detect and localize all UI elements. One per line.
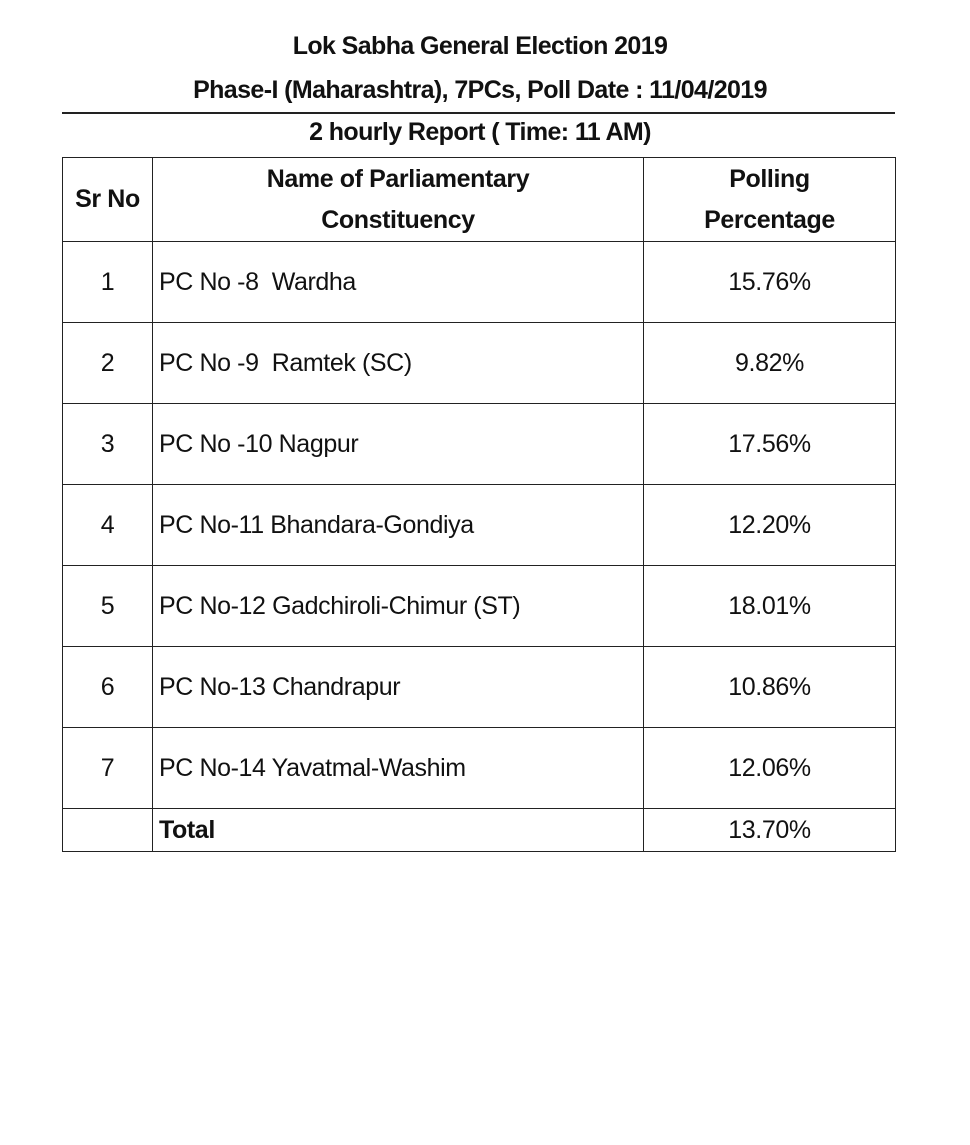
- title-divider: [62, 112, 895, 114]
- total-row: Total 13.70%: [62, 808, 896, 852]
- polling-percentage: 10.86%: [643, 646, 896, 728]
- table-row: 4 PC No-11 Bhandara-Gondiya 12.20%: [62, 484, 896, 566]
- sr-no: 3: [62, 403, 153, 485]
- table-row: 3 PC No -10 Nagpur 17.56%: [62, 403, 896, 485]
- polling-percentage: 9.82%: [643, 322, 896, 404]
- constituency-name: PC No -9 Ramtek (SC): [152, 322, 644, 404]
- total-percentage: 13.70%: [643, 808, 896, 852]
- table-row: 2 PC No -9 Ramtek (SC) 9.82%: [62, 322, 896, 404]
- total-sr-empty: [62, 808, 153, 852]
- sr-no: 7: [62, 727, 153, 809]
- table-row: 5 PC No-12 Gadchiroli-Chimur (ST) 18.01%: [62, 565, 896, 647]
- constituency-name: PC No-14 Yavatmal-Washim: [152, 727, 644, 809]
- constituency-name: PC No -10 Nagpur: [152, 403, 644, 485]
- sr-no: 2: [62, 322, 153, 404]
- constituency-name: PC No-13 Chandrapur: [152, 646, 644, 728]
- table-row: 6 PC No-13 Chandrapur 10.86%: [62, 646, 896, 728]
- sr-no: 6: [62, 646, 153, 728]
- header-polling-percentage: Polling Percentage: [643, 157, 896, 242]
- polling-percentage: 18.01%: [643, 565, 896, 647]
- sr-no: 4: [62, 484, 153, 566]
- table-header-row: Sr No Name of Parliamentary Constituency …: [62, 157, 896, 242]
- document-subtitle: Phase-I (Maharashtra), 7PCs, Poll Date :…: [193, 76, 767, 104]
- polling-percentage: 17.56%: [643, 403, 896, 485]
- report-time: 2 hourly Report ( Time: 11 AM): [309, 118, 651, 146]
- total-label: Total: [152, 808, 644, 852]
- constituency-name: PC No-12 Gadchiroli-Chimur (ST): [152, 565, 644, 647]
- polling-percentage: 12.06%: [643, 727, 896, 809]
- polling-table: Sr No Name of Parliamentary Constituency …: [62, 157, 896, 852]
- sr-no: 1: [62, 241, 153, 323]
- polling-percentage: 12.20%: [643, 484, 896, 566]
- sr-no: 5: [62, 565, 153, 647]
- constituency-name: PC No-11 Bhandara-Gondiya: [152, 484, 644, 566]
- constituency-name: PC No -8 Wardha: [152, 241, 644, 323]
- header-constituency: Name of Parliamentary Constituency: [152, 157, 644, 242]
- table-row: 7 PC No-14 Yavatmal-Washim 12.06%: [62, 727, 896, 809]
- polling-percentage: 15.76%: [643, 241, 896, 323]
- table-row: 1 PC No -8 Wardha 15.76%: [62, 241, 896, 323]
- header-sr-no: Sr No: [62, 157, 153, 242]
- document-title: Lok Sabha General Election 2019: [292, 32, 668, 60]
